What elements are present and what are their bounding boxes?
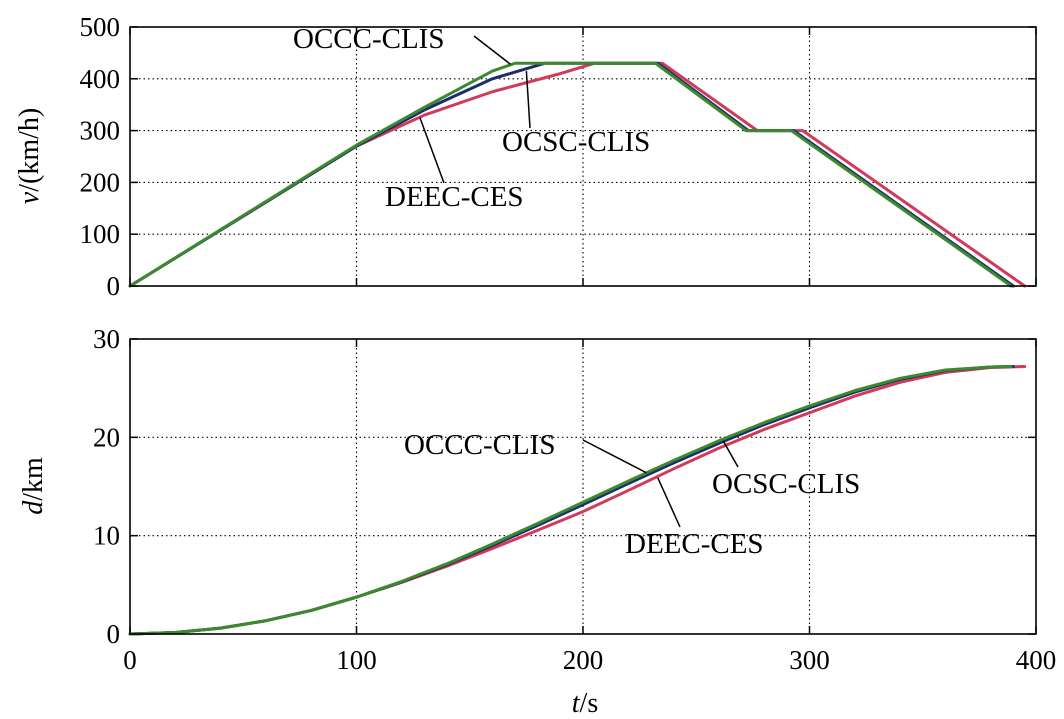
annotation-label: DEEC-CES	[625, 528, 764, 560]
y-tick-label: 20	[93, 422, 120, 452]
speed-panel: v/(km/h) 0 100 200 300 400 500 OCCC-CLIS OCSC-C…	[14, 12, 1037, 301]
x-tick-label: 0	[123, 645, 137, 675]
time-x-axis-label: t/s	[572, 688, 598, 719]
annotation-leader	[722, 440, 739, 468]
series-line-occc-clis	[128, 61, 1013, 288]
series-line-occc-clis	[128, 365, 1013, 636]
annotation-label: DEEC-CES	[385, 181, 524, 213]
annotation-leader	[582, 439, 647, 474]
x-tick-label: 400	[1016, 645, 1057, 675]
y-tick-label: 10	[93, 521, 120, 551]
annotation-leader	[473, 35, 511, 65]
y-tick-label: 400	[80, 64, 121, 94]
x-tick-label: 300	[789, 645, 830, 675]
y-tick-label: 300	[80, 116, 121, 146]
y-tick-label: 100	[80, 219, 121, 249]
series-line-deec-ces	[128, 61, 1027, 288]
y-tick-label: 30	[93, 324, 120, 354]
y-tick-label: 200	[80, 167, 121, 197]
series-line-deec-ces	[128, 365, 1027, 636]
annotation-leader	[657, 477, 681, 528]
annotation-label: OCSC-CLIS	[502, 126, 650, 158]
annotation-label: OCCC-CLIS	[404, 429, 555, 461]
plot-frame	[129, 26, 1037, 287]
y-tick-label: 500	[80, 12, 121, 42]
annotation-leader	[525, 70, 531, 129]
y-tick-label: 0	[107, 271, 121, 301]
annotation-leader	[419, 117, 445, 184]
series-line-ocsc-clis	[128, 61, 1015, 288]
annotation-label: OCCC-CLIS	[293, 23, 444, 55]
distance-y-axis-label: d/km	[18, 457, 49, 515]
x-tick-label: 200	[563, 645, 604, 675]
y-tick-label: 0	[107, 619, 121, 649]
x-tick-label: 100	[336, 645, 377, 675]
series-line-ocsc-clis	[128, 365, 1015, 636]
speed-y-axis-label: v/(km/h)	[14, 108, 45, 204]
annotation-label: OCSC-CLIS	[712, 468, 860, 500]
plot-frame	[129, 338, 1037, 635]
